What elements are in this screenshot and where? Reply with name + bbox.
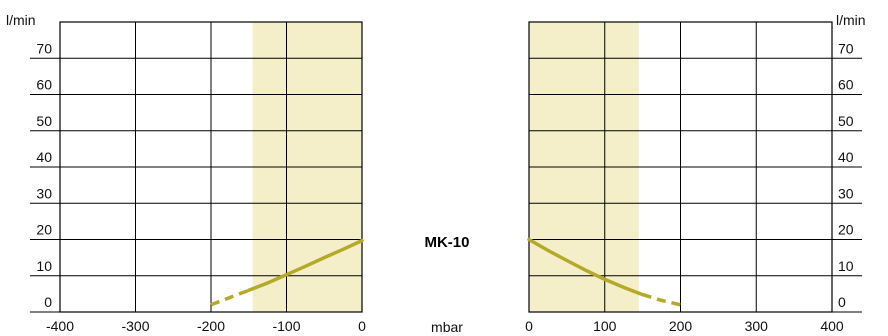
y-tick-label: 40: [36, 149, 52, 165]
y-tick-label: 30: [838, 185, 854, 201]
y-tick-label: 60: [838, 77, 854, 93]
y-tick-label: 50: [36, 113, 52, 129]
y-tick-label: 50: [838, 113, 854, 129]
y-tick-label: 70: [838, 40, 854, 56]
pressure-panel: 0 10 20 30 40 50 60 70 0 100 200 300 400: [525, 21, 862, 334]
y-tick-label: 40: [838, 149, 854, 165]
y-tick-label: 20: [838, 222, 854, 238]
y-tick-label: 20: [36, 222, 52, 238]
flow-curve-dashed: [642, 292, 681, 307]
flow-unit-right: l/min: [836, 12, 866, 28]
x-tick-label: 0: [358, 318, 366, 334]
x-tick-label: 100: [593, 318, 617, 334]
x-tick-label: 300: [745, 318, 769, 334]
flow-curve-dashed: [210, 288, 250, 307]
y-tick-label: 10: [838, 258, 854, 274]
x-tick-label: 400: [820, 318, 844, 334]
x-tick-label: -200: [197, 318, 225, 334]
x-tick-label: 200: [669, 318, 693, 334]
model-label: MK-10: [424, 234, 469, 251]
y-tick-label: 0: [44, 294, 52, 310]
flow-unit-left: l/min: [6, 12, 36, 28]
pressure-unit-label: mbar: [431, 319, 463, 335]
vacuum-panel: 0 10 20 30 40 50 60 70 -400 -300 -200 -100 0: [30, 21, 366, 334]
y-tick-label: 30: [36, 185, 52, 201]
y-tick-label: 70: [36, 40, 52, 56]
y-tick-label: 60: [36, 77, 52, 93]
flow-curve-solid: [247, 238, 364, 293]
flow-curve-solid: [527, 237, 645, 297]
x-tick-label: -100: [272, 318, 300, 334]
y-tick-label: 0: [838, 294, 846, 310]
x-tick-label: -300: [121, 318, 149, 334]
x-tick-label: 0: [525, 318, 533, 334]
x-tick-label: -400: [46, 318, 74, 334]
y-tick-label: 10: [36, 258, 52, 274]
